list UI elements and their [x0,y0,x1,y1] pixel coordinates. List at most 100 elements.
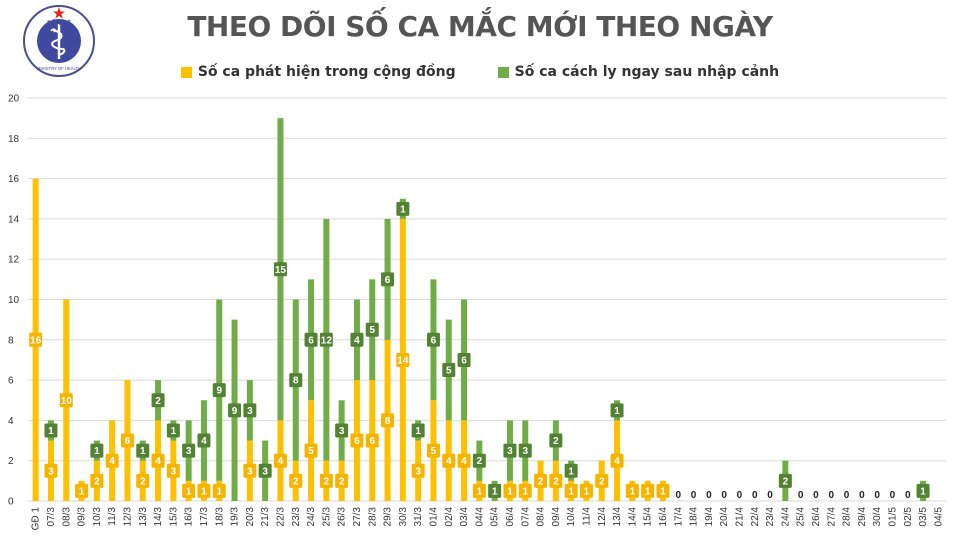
x-tick-label: 18/4 [689,507,700,527]
data-label-community: 8 [385,416,391,427]
x-tick-label: 17/4 [673,507,684,527]
data-label-quarantine: 8 [293,376,299,387]
x-tick-label: 13/3 [138,507,149,527]
data-label-quarantine-box [778,473,792,488]
data-label-community: 2 [324,476,330,487]
data-label-community-box [319,473,333,488]
x-tick-label: 05/4 [490,507,501,527]
data-label-community-box [182,483,196,498]
ministry-of-health-logo: BỘ Y TẾ MINISTRY OF HEALTH [23,5,95,77]
x-tick-label: 27/4 [826,507,837,527]
x-tick-label: 28/3 [367,507,378,527]
x-tick-label: 24/3 [306,507,317,527]
data-label-community-box [549,473,563,488]
legend-label-quarantine: Số ca cách ly ngay sau nhập cảnh [514,64,780,80]
x-tick-label: 06/4 [505,507,516,527]
data-label-quarantine: 2 [155,396,161,407]
x-tick-label: 23/3 [291,507,302,527]
data-label-community: 14 [397,355,409,366]
data-label-quarantine-box [44,423,58,438]
x-tick-label: 30/3 [398,507,409,527]
x-tick-label: 22/4 [750,507,761,527]
x-tick-label: 02/5 [903,507,914,527]
x-tick-label: 17/3 [199,507,210,527]
x-tick-label: 27/3 [352,507,363,527]
data-label-community: 3 [48,466,54,477]
zero-label: 0 [844,490,850,501]
data-label-quarantine: 5 [369,325,375,336]
legend-item-community: Số ca phát hiện trong cộng đồng [180,64,456,80]
data-label-community: 2 [538,476,544,487]
x-tick-label: 09/3 [77,507,88,527]
data-label-quarantine: 1 [140,446,146,457]
x-tick-label: 22/3 [275,507,286,527]
x-tick-label: 13/4 [612,507,623,527]
zero-label: 0 [767,490,773,501]
data-label-quarantine: 2 [477,456,483,467]
data-label-community: 1 [507,486,513,497]
chart-title: THEO DÕI SỐ CA MẮC MỚI THEO NGÀY [187,10,773,43]
x-tick-label: 26/4 [811,507,822,527]
data-label-community-box [212,483,226,498]
data-label-quarantine-box [381,272,395,287]
zero-label: 0 [859,490,865,501]
data-label-community: 3 [247,466,253,477]
data-label-quarantine: 3 [339,426,345,437]
data-label-community: 1 [584,486,590,497]
data-label-community: 4 [461,456,467,467]
data-label-community-box [396,352,410,367]
data-label-quarantine: 1 [920,486,926,497]
data-label-quarantine: 9 [216,386,222,397]
logo-top-text: BỘ Y TẾ [47,19,71,27]
data-label-community: 16 [30,335,42,346]
data-label-community-box [136,473,150,488]
legend-item-quarantine: Số ca cách ly ngay sau nhập cảnh [497,64,780,80]
data-label-community-box [442,453,456,468]
y-tick-label: 12 [8,255,20,266]
data-label-quarantine: 9 [232,406,238,417]
data-label-community-box [166,463,180,478]
data-label-community-box [457,453,471,468]
data-label-community-box [595,473,609,488]
x-tick-label: 14/3 [153,507,164,527]
legend-swatch-quarantine [497,66,509,78]
data-label-community-box [472,483,486,498]
x-tick-label: 12/3 [122,507,133,527]
zero-label: 0 [721,490,727,501]
data-label-community: 5 [308,446,314,457]
data-label-community: 1 [79,486,85,497]
x-tick-label: 10/3 [92,507,103,527]
x-tick-label: 03/4 [459,507,470,527]
data-label-community: 1 [568,486,574,497]
legend-label-community: Số ca phát hiện trong cộng đồng [197,64,456,80]
data-label-community-box [411,463,425,478]
data-label-quarantine: 1 [492,486,498,497]
zero-label: 0 [890,490,896,501]
data-label-community-box [426,443,440,458]
data-label-community: 2 [293,476,299,487]
data-label-quarantine: 3 [247,406,253,417]
data-label-community-box [625,483,639,498]
x-tick-label: 14/4 [627,507,638,527]
data-label-community-box [335,473,349,488]
x-tick-label: 30/4 [872,507,883,527]
data-label-quarantine-box [518,443,532,458]
zero-label: 0 [813,490,819,501]
data-label-quarantine-box [365,322,379,337]
data-label-quarantine: 6 [431,335,437,346]
x-tick-label: 11/4 [581,507,592,526]
data-label-community-box [120,433,134,448]
x-tick-label: 16/4 [658,507,669,527]
data-label-quarantine: 15 [275,265,287,276]
data-label-quarantine: 6 [308,335,314,346]
x-tick-label: 25/4 [796,507,807,527]
data-label-community: 6 [125,436,131,447]
data-label-quarantine: 1 [568,466,574,477]
data-label-community-box [503,483,517,498]
data-label-quarantine: 1 [415,426,421,437]
data-label-quarantine: 5 [446,366,452,377]
data-label-quarantine-box [289,373,303,388]
x-tick-label: 04/4 [474,507,485,527]
data-label-community-box [579,483,593,498]
data-label-community: 1 [201,486,207,497]
